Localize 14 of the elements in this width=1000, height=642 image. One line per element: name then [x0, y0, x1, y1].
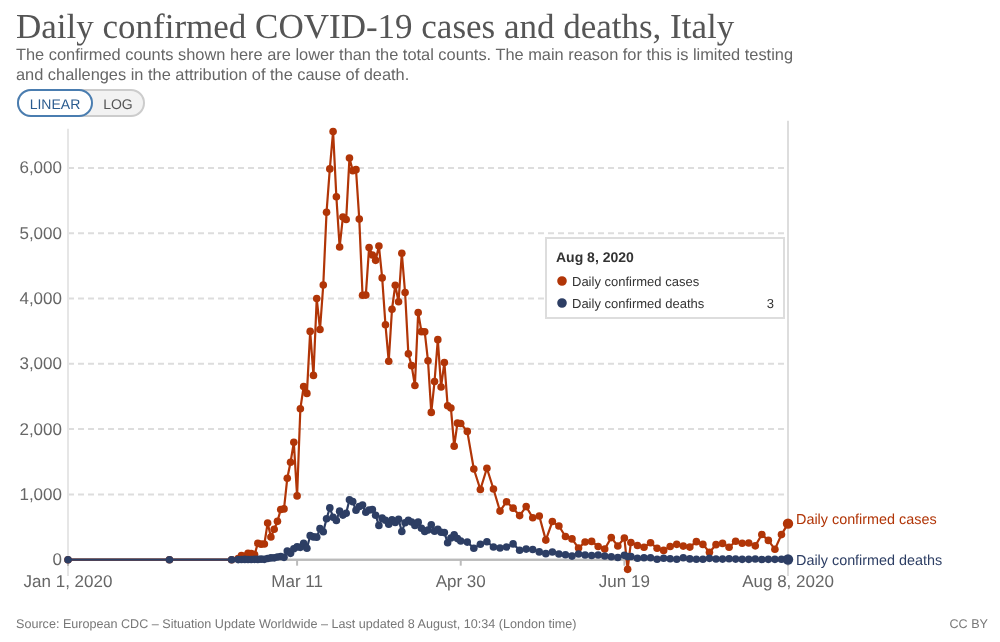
- y-tick-label: 5,000: [19, 222, 63, 243]
- y-tick-label: 6,000: [19, 157, 63, 178]
- chart-subtitle: The confirmed counts shown here are lower than the total counts. The main reason for this is limited testing and challenges in the attribution of the cause of death.: [16, 46, 794, 84]
- chart-title: Daily confirmed COVID-19 cases and deaths, Italy: [16, 6, 735, 46]
- x-tick-label: Jan 1, 2020: [23, 570, 113, 591]
- x-tick-label: Jun 19: [598, 570, 651, 591]
- x-tick-label: Apr 30: [435, 570, 487, 591]
- y-tick-label: 1,000: [19, 483, 63, 504]
- x-tick-label: Aug 8, 2020: [742, 570, 835, 591]
- y-tick-label: 2,000: [19, 418, 63, 439]
- y-tick-label: 3,000: [19, 353, 63, 374]
- y-tick-label: 0: [52, 549, 63, 570]
- x-tick-label: Mar 11: [271, 570, 324, 591]
- y-tick-label: 4,000: [19, 287, 63, 308]
